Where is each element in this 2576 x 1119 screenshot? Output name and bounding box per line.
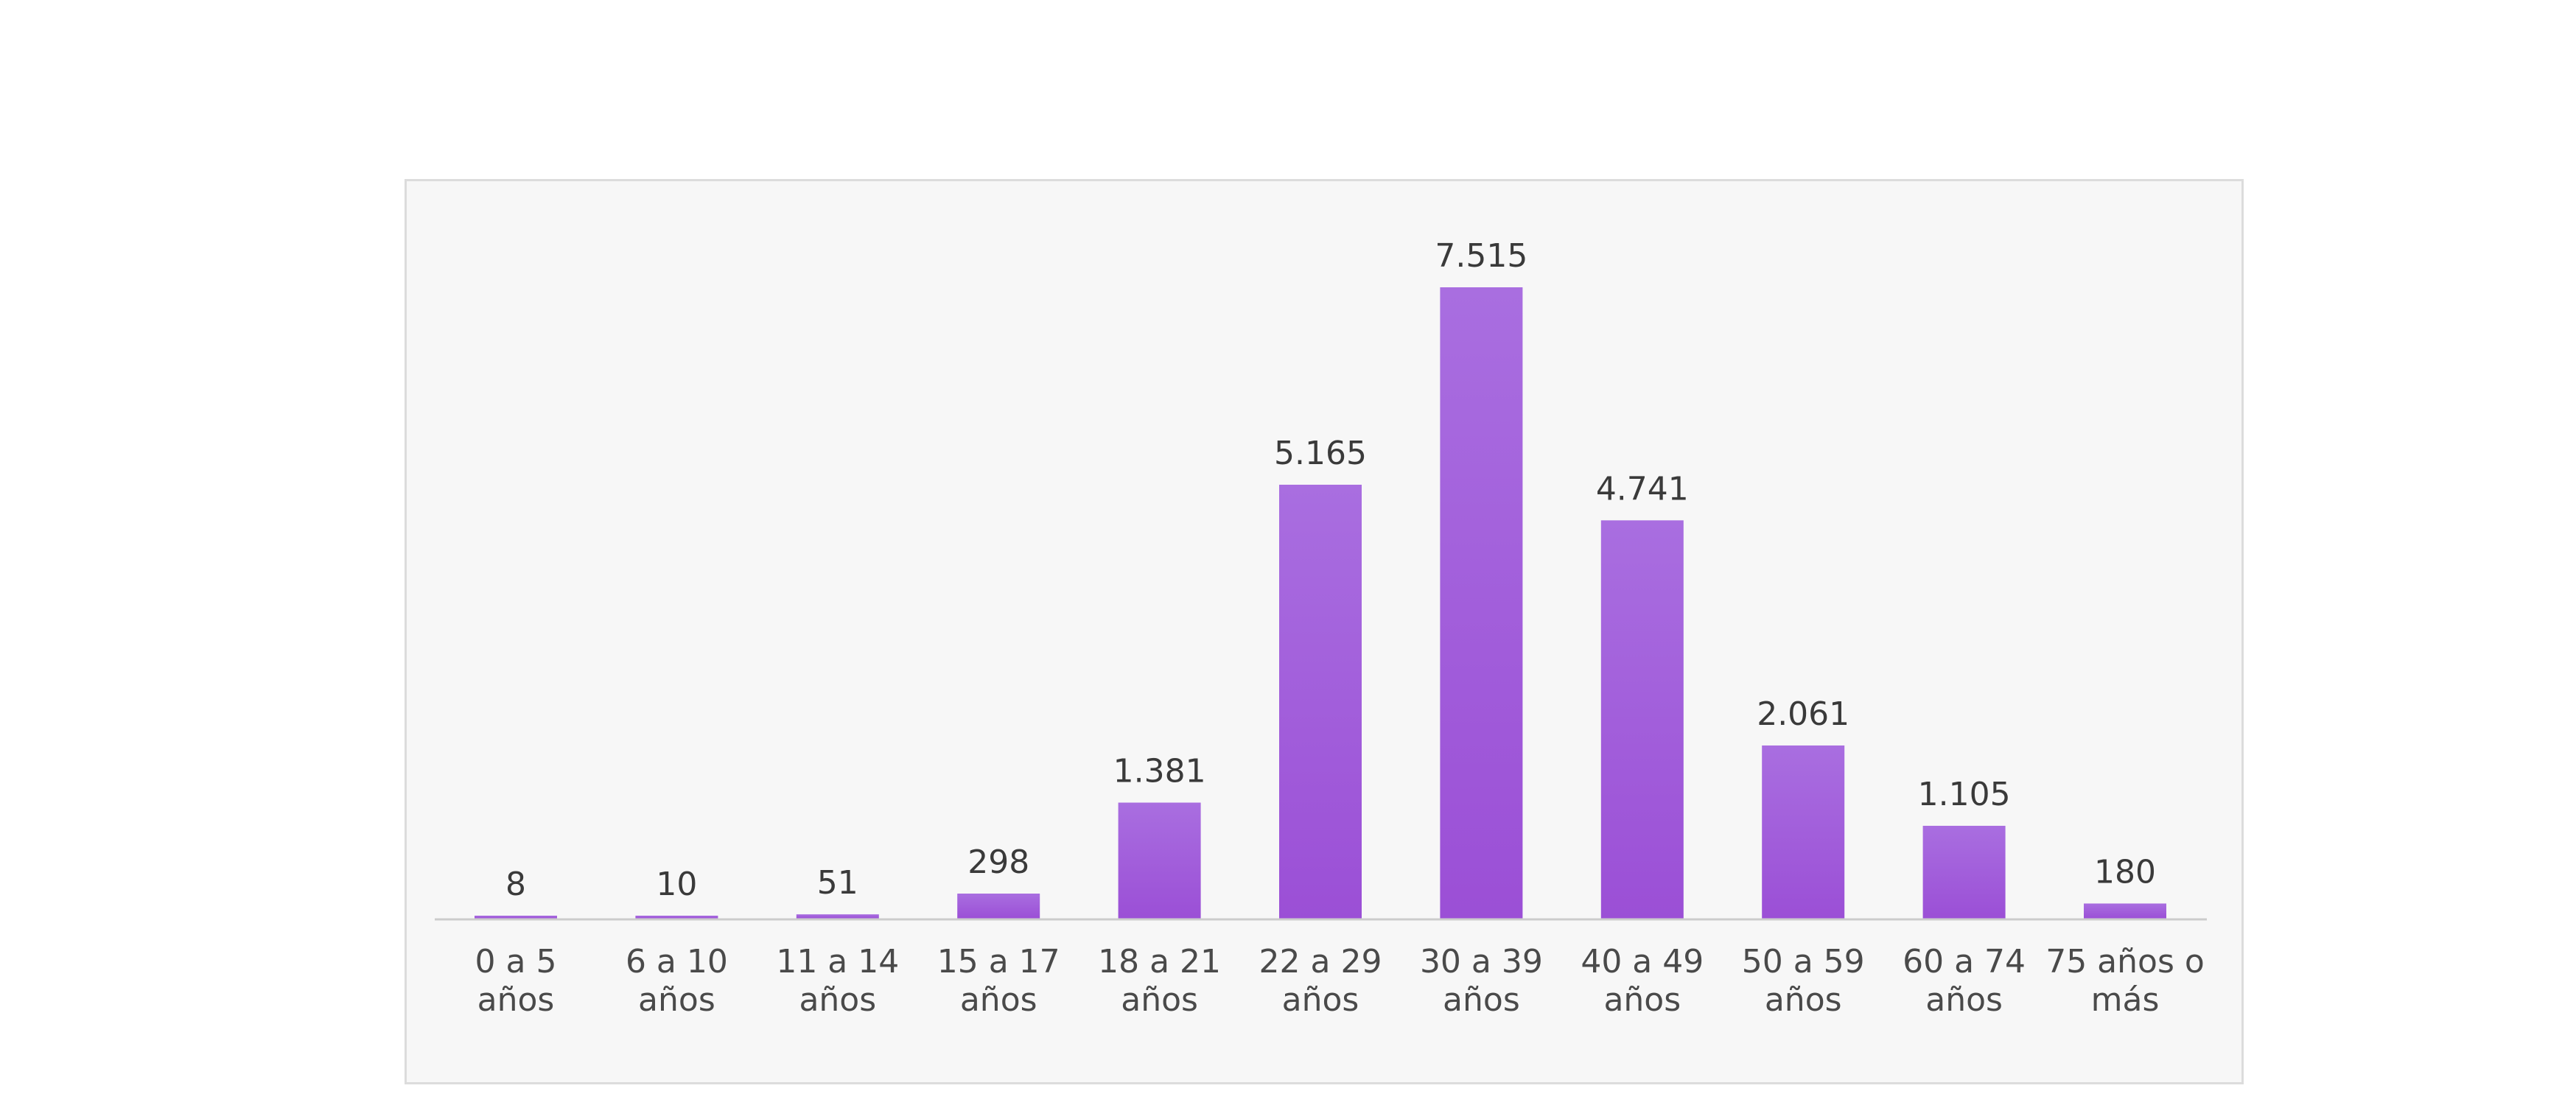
bar-value-label-5: 5.165 xyxy=(1274,435,1367,472)
bar-0 xyxy=(475,916,557,919)
bar-10 xyxy=(2084,903,2166,919)
x-tick-label-10-line-1: más xyxy=(2091,981,2160,1019)
x-tick-label-2-line-0: 11 a 14 xyxy=(776,943,899,981)
bar-value-label-3: 298 xyxy=(967,843,1029,881)
x-tick-label-7-line-1: años xyxy=(1603,981,1681,1019)
x-tick-label-1-line-0: 6 a 10 xyxy=(626,943,728,981)
x-tick-label-4-line-0: 18 a 21 xyxy=(1098,943,1221,981)
bar-value-label-10: 180 xyxy=(2094,853,2156,891)
bar-2 xyxy=(796,914,879,919)
x-tick-label-0-line-1: años xyxy=(477,981,555,1019)
x-tick-label-4-line-1: años xyxy=(1121,981,1198,1019)
x-tick-label-6-line-1: años xyxy=(1443,981,1520,1019)
x-tick-label-3-line-1: años xyxy=(960,981,1037,1019)
bar-4 xyxy=(1118,802,1201,919)
x-tick-label-10-line-0: 75 años o xyxy=(2045,943,2205,981)
bar-value-label-8: 2.061 xyxy=(1757,695,1849,733)
bar-5 xyxy=(1279,484,1362,919)
x-tick-label-6-line-0: 30 a 39 xyxy=(1420,943,1543,981)
bar-value-label-1: 10 xyxy=(656,866,697,903)
x-tick-label-5-line-1: años xyxy=(1282,981,1359,1019)
bar-6 xyxy=(1440,287,1523,919)
bar-value-label-2: 51 xyxy=(817,864,858,902)
bar-1 xyxy=(635,916,718,919)
x-tick-label-1-line-1: años xyxy=(638,981,715,1019)
x-tick-label-0-line-0: 0 a 5 xyxy=(475,943,557,981)
value-labels-layer: 8 10 51 298 1.381 5.165 7.515 4.741 2.061 1.105 18… xyxy=(505,237,2156,903)
bar-7 xyxy=(1600,520,1684,919)
bar-value-label-4: 1.381 xyxy=(1113,753,1206,790)
bar-8 xyxy=(1762,745,1845,919)
bars-layer xyxy=(475,287,2166,919)
bar-value-label-9: 1.105 xyxy=(1918,776,2011,813)
bar-value-label-6: 7.515 xyxy=(1435,237,1527,275)
x-tick-label-8-line-0: 50 a 59 xyxy=(1742,943,1865,981)
x-tick-label-9-line-1: años xyxy=(1925,981,2003,1019)
bar-3 xyxy=(957,894,1040,919)
x-tick-label-8-line-1: años xyxy=(1765,981,1842,1019)
bar-value-label-0: 8 xyxy=(505,866,526,903)
x-tick-label-3-line-0: 15 a 17 xyxy=(937,943,1060,981)
bar-9 xyxy=(1922,825,2006,919)
x-tick-label-5-line-0: 22 a 29 xyxy=(1259,943,1382,981)
x-tick-label-7-line-0: 40 a 49 xyxy=(1581,943,1704,981)
x-tick-label-2-line-1: años xyxy=(799,981,876,1019)
x-tick-label-9-line-0: 60 a 74 xyxy=(1903,943,2026,981)
bar-value-label-7: 4.741 xyxy=(1596,470,1689,508)
